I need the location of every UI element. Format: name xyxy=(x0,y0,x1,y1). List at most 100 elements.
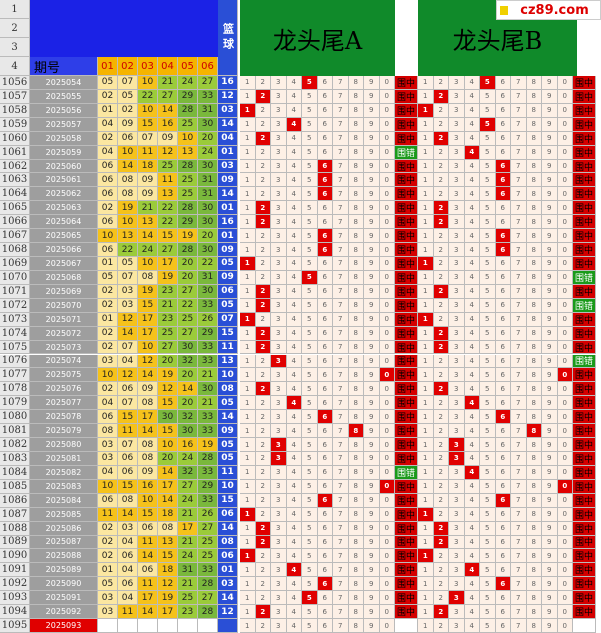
digit-cell: 0 xyxy=(557,159,573,174)
digit-cell: 1 xyxy=(240,243,256,258)
hit-cell: 1 xyxy=(418,312,434,327)
digit-cell: 6 xyxy=(317,131,333,146)
hit-cell: 8 xyxy=(348,424,364,439)
digit-cell: 0 xyxy=(379,298,395,313)
blue-number: 05 xyxy=(218,451,238,466)
digit-cell: 4 xyxy=(286,159,302,174)
status-cell: 围中 xyxy=(573,563,596,578)
status-cell: 围中 xyxy=(395,298,418,313)
blue-number: 05 xyxy=(218,396,238,411)
number-cell: 12 xyxy=(118,312,138,327)
digit-cell: 9 xyxy=(542,201,558,216)
digit-cell: 4 xyxy=(464,131,480,146)
hit-cell: 3 xyxy=(449,438,465,452)
digit-cell: 9 xyxy=(542,257,558,271)
digit-cell: 0 xyxy=(557,521,573,536)
number-cell: 11 xyxy=(98,507,118,522)
digit-cell: 0 xyxy=(379,619,395,633)
number-cell: 10 xyxy=(138,103,158,118)
number-cell: 29 xyxy=(198,479,218,494)
logo-icon xyxy=(500,6,508,15)
digit-cell: 0 xyxy=(379,257,395,271)
digit-cell: 0 xyxy=(557,173,573,188)
number-cell: 10 xyxy=(138,257,158,271)
digit-cell: 4 xyxy=(286,619,302,633)
digit-cell: 7 xyxy=(333,479,349,494)
digit-cell: 8 xyxy=(348,340,364,355)
digit-cell: 9 xyxy=(542,507,558,522)
number-cell: 18 xyxy=(158,507,178,522)
number-cell: 20 xyxy=(178,396,198,411)
digit-cell: 5 xyxy=(302,173,318,188)
digit-cell: 4 xyxy=(286,298,302,313)
digit-cell: 0 xyxy=(557,382,573,397)
digit-cell: 0 xyxy=(379,382,395,397)
number-cell: 13 xyxy=(178,145,198,160)
hit-cell: 2 xyxy=(255,605,271,620)
digit-cell: 5 xyxy=(480,563,496,578)
digit-cell: 3 xyxy=(449,396,465,411)
digit-cell: 5 xyxy=(480,521,496,536)
number-cell: 05 xyxy=(98,270,118,285)
digit-cell: 1 xyxy=(418,424,434,439)
digit-cell: 2 xyxy=(255,243,271,258)
digit-cell: 2 xyxy=(255,117,271,132)
digit-cell: 7 xyxy=(333,270,349,285)
digit-cell: 1 xyxy=(418,131,434,146)
status-cell: 围中 xyxy=(573,173,596,188)
status-cell: 围中 xyxy=(573,215,596,230)
number-cell: 14 xyxy=(178,382,198,397)
digit-cell: 0 xyxy=(379,270,395,285)
digit-cell: 3 xyxy=(271,187,287,202)
status-cell: 围中 xyxy=(573,382,596,397)
digit-cell: 6 xyxy=(495,619,511,633)
digit-cell: 5 xyxy=(302,535,318,550)
digit-cell: 4 xyxy=(286,201,302,216)
digit-cell: 8 xyxy=(526,605,542,620)
digit-cell: 5 xyxy=(302,284,318,299)
digit-cell: 1 xyxy=(418,76,434,90)
row-number: 1 xyxy=(0,0,30,19)
digit-cell: 4 xyxy=(464,535,480,550)
blue-number: 04 xyxy=(218,131,238,146)
hit-cell: 2 xyxy=(433,284,449,299)
number-cell: 10 xyxy=(98,368,118,383)
digit-cell: 2 xyxy=(433,103,449,118)
digit-cell: 5 xyxy=(480,187,496,202)
digit-cell: 0 xyxy=(379,284,395,299)
digit-cell: 1 xyxy=(418,396,434,411)
digit-cell: 7 xyxy=(511,131,527,146)
digit-cell: 7 xyxy=(511,424,527,439)
digit-cell: 1 xyxy=(240,438,256,452)
blue-number: 06 xyxy=(218,507,238,522)
period: 2025085 xyxy=(30,507,98,522)
digit-cell: 7 xyxy=(511,229,527,244)
digit-cell: 6 xyxy=(317,549,333,564)
digit-cell: 7 xyxy=(333,173,349,188)
status-cell: 围中 xyxy=(573,159,596,174)
period: 2025071 xyxy=(30,312,98,327)
status-cell: 围中 xyxy=(573,243,596,258)
number-cell: 24 xyxy=(178,76,198,90)
digit-cell: 3 xyxy=(271,312,287,327)
blue-number: 09 xyxy=(218,270,238,285)
number-cell: 33 xyxy=(198,410,218,425)
status-cell: 围错 xyxy=(573,270,596,285)
number-cell: 33 xyxy=(198,340,218,355)
digit-cell: 5 xyxy=(302,215,318,230)
digit-cell: 3 xyxy=(449,326,465,341)
digit-cell: 1 xyxy=(240,521,256,536)
blue-number: 01 xyxy=(218,201,238,216)
digit-cell: 7 xyxy=(511,103,527,118)
digit-cell: 9 xyxy=(364,619,380,633)
blue-number: 05 xyxy=(218,298,238,313)
hit-cell: 5 xyxy=(480,76,496,90)
digit-cell: 8 xyxy=(526,465,542,480)
digit-cell: 3 xyxy=(449,521,465,536)
digit-cell: 6 xyxy=(317,479,333,494)
digit-cell: 3 xyxy=(449,340,465,355)
digit-cell: 3 xyxy=(449,410,465,425)
status-cell: 围中 xyxy=(395,605,418,620)
status-cell: 围中 xyxy=(573,326,596,341)
